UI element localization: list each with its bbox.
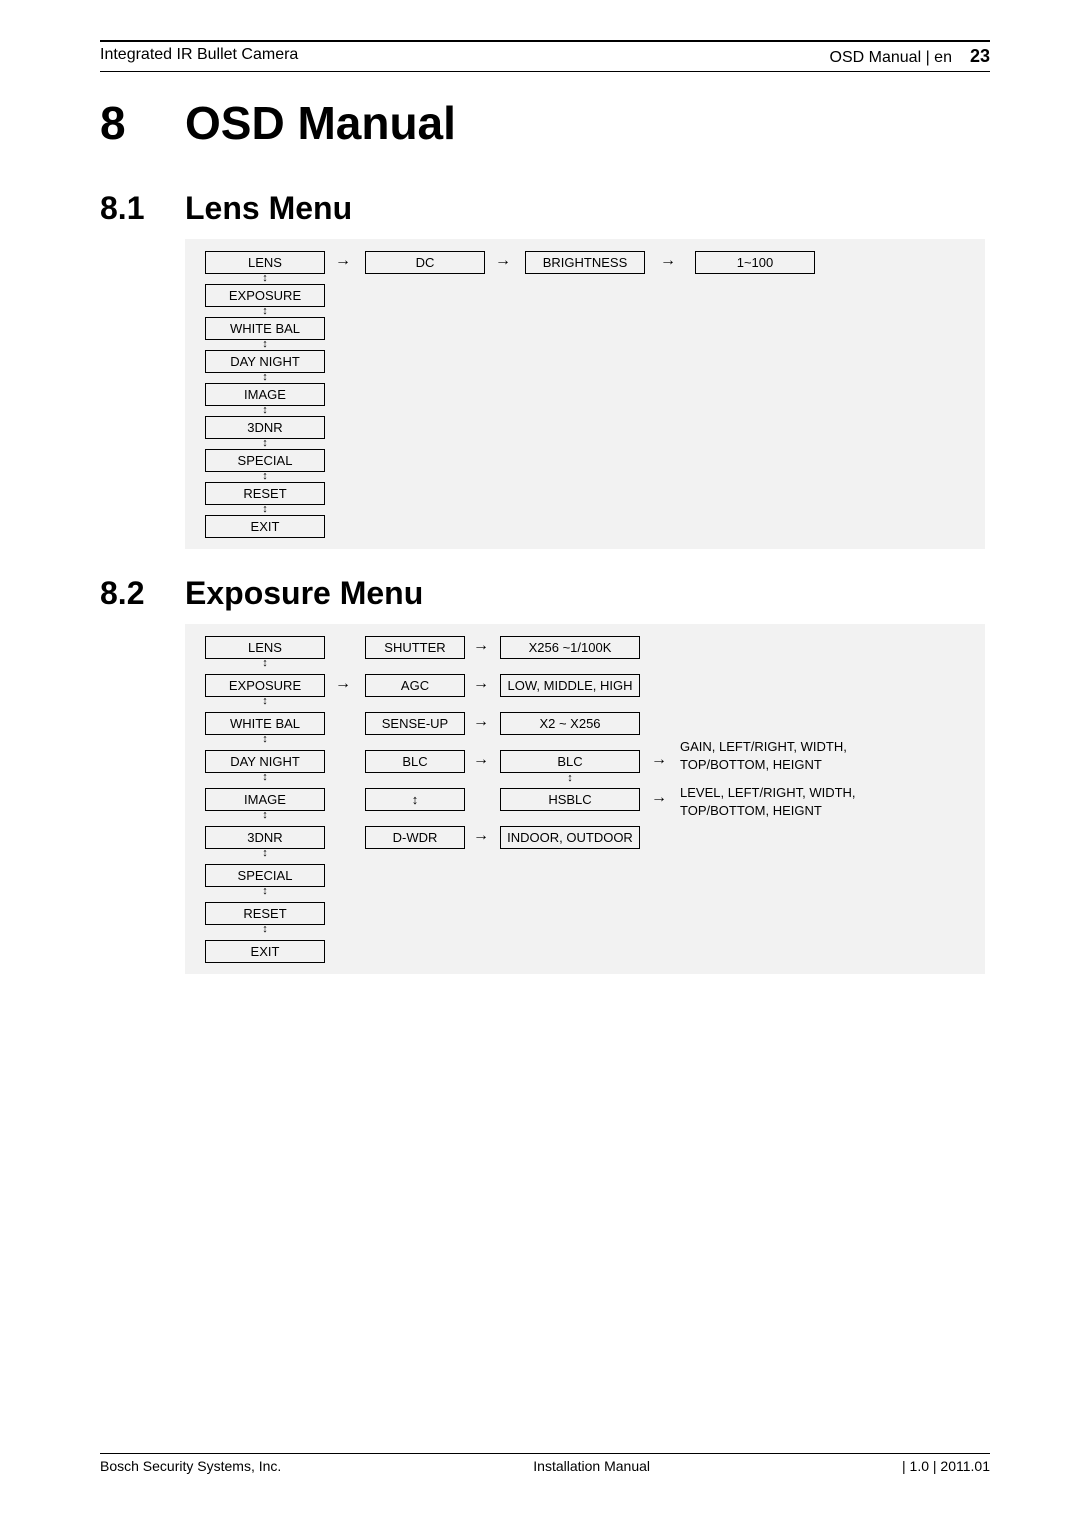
header-left: Integrated IR Bullet Camera bbox=[100, 46, 298, 67]
box-shutter: SHUTTER bbox=[365, 636, 465, 659]
page-number: 23 bbox=[970, 46, 990, 67]
box-reset: RESET bbox=[205, 482, 325, 505]
arrow-right: → bbox=[335, 252, 351, 270]
vconn: ↕ bbox=[260, 697, 270, 705]
box-lens: LENS bbox=[205, 636, 325, 659]
arrow-right: → bbox=[473, 827, 489, 845]
footer-right: | 1.0 | 2011.01 bbox=[902, 1458, 990, 1474]
box-agc: AGC bbox=[365, 674, 465, 697]
arrow-right: → bbox=[651, 789, 667, 807]
vconn: ↕ bbox=[260, 735, 270, 743]
chapter-title: OSD Manual bbox=[185, 96, 456, 150]
vconn: ↕ bbox=[565, 774, 575, 782]
lens-diagram: LENS ↕ EXPOSURE ↕ WHITE BAL ↕ DAY NIGHT … bbox=[185, 239, 985, 549]
section2-title: Exposure Menu bbox=[185, 575, 423, 612]
box-whitebal: WHITE BAL bbox=[205, 317, 325, 340]
arrow-right: → bbox=[473, 751, 489, 769]
box-daynight: DAY NIGHT bbox=[205, 750, 325, 773]
vconn: ↕ bbox=[260, 406, 270, 414]
box-daynight: DAY NIGHT bbox=[205, 350, 325, 373]
arrow-right: → bbox=[473, 637, 489, 655]
header-right-label: OSD Manual | en bbox=[830, 49, 952, 67]
arrow-right: → bbox=[651, 751, 667, 769]
vconn: ↕ bbox=[260, 439, 270, 447]
vconn: ↕ bbox=[260, 887, 270, 895]
box-3dnr: 3DNR bbox=[205, 826, 325, 849]
box-senseup: SENSE-UP bbox=[365, 712, 465, 735]
chapter-number: 8 bbox=[100, 96, 185, 150]
box-image: IMAGE bbox=[205, 383, 325, 406]
box-agc-val: LOW, MIDDLE, HIGH bbox=[500, 674, 640, 697]
box-image: IMAGE bbox=[205, 788, 325, 811]
box-3dnr: 3DNR bbox=[205, 416, 325, 439]
arrow-right: → bbox=[660, 252, 676, 270]
vconn: ↕ bbox=[260, 274, 270, 282]
box-exit: EXIT bbox=[205, 940, 325, 963]
box-range: 1~100 bbox=[695, 251, 815, 274]
vconn: ↕ bbox=[260, 505, 270, 513]
box-exposure: EXPOSURE bbox=[205, 674, 325, 697]
vconn: ↕ bbox=[260, 340, 270, 348]
box-lens: LENS bbox=[205, 251, 325, 274]
box-hsblc: HSBLC bbox=[500, 788, 640, 811]
box-shutter-val: X256 ~1/100K bbox=[500, 636, 640, 659]
section1-title: Lens Menu bbox=[185, 190, 352, 227]
arrow-right: → bbox=[473, 675, 489, 693]
box-exposure: EXPOSURE bbox=[205, 284, 325, 307]
arrow-right: → bbox=[335, 675, 351, 693]
box-exit: EXIT bbox=[205, 515, 325, 538]
vconn: ↕ bbox=[260, 373, 270, 381]
vconn: ↕ bbox=[260, 925, 270, 933]
arrow-right: → bbox=[495, 252, 511, 270]
exposure-diagram: LENS ↕ EXPOSURE ↕ WHITE BAL ↕ DAY NIGHT … bbox=[185, 624, 985, 974]
box-brightness: BRIGHTNESS bbox=[525, 251, 645, 274]
vconn: ↕ bbox=[260, 849, 270, 857]
arrow-right: → bbox=[473, 713, 489, 731]
footer-left: Bosch Security Systems, Inc. bbox=[100, 1458, 281, 1474]
section1-number: 8.1 bbox=[100, 190, 185, 227]
box-senseup-val: X2 ~ X256 bbox=[500, 712, 640, 735]
footer-center: Installation Manual bbox=[533, 1458, 650, 1474]
blc-desc: GAIN, LEFT/RIGHT, WIDTH, TOP/BOTTOM, HEI… bbox=[680, 738, 880, 774]
box-updown: ↕ bbox=[365, 788, 465, 811]
vconn: ↕ bbox=[260, 773, 270, 781]
box-blc-val: BLC bbox=[500, 750, 640, 773]
box-blc: BLC bbox=[365, 750, 465, 773]
hsblc-desc: LEVEL, LEFT/RIGHT, WIDTH, TOP/BOTTOM, HE… bbox=[680, 784, 880, 820]
vconn: ↕ bbox=[260, 659, 270, 667]
box-dc: DC bbox=[365, 251, 485, 274]
box-reset: RESET bbox=[205, 902, 325, 925]
vconn: ↕ bbox=[260, 307, 270, 315]
box-dwdr-val: INDOOR, OUTDOOR bbox=[500, 826, 640, 849]
box-special: SPECIAL bbox=[205, 864, 325, 887]
vconn: ↕ bbox=[260, 472, 270, 480]
box-dwdr: D-WDR bbox=[365, 826, 465, 849]
box-special: SPECIAL bbox=[205, 449, 325, 472]
section2-number: 8.2 bbox=[100, 575, 185, 612]
vconn: ↕ bbox=[260, 811, 270, 819]
box-whitebal: WHITE BAL bbox=[205, 712, 325, 735]
